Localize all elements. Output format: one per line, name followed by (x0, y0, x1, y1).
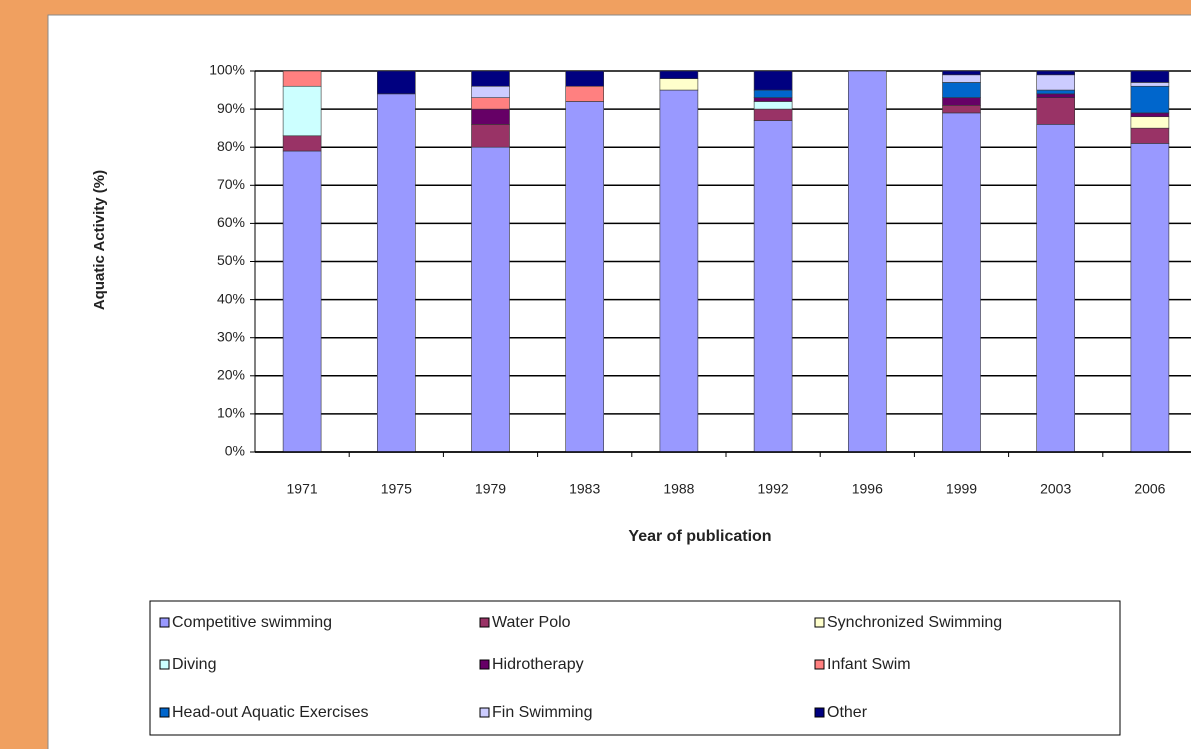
legend-swatch (814, 659, 825, 670)
x-tick-label: 1971 (287, 481, 318, 497)
bar-segment (565, 85, 605, 102)
bar-segment (1036, 70, 1075, 76)
x-tick-label: 1975 (381, 481, 412, 497)
legend-swatch (159, 707, 170, 718)
bar-segment (753, 101, 793, 110)
legend-swatch (479, 617, 490, 628)
x-tick-label: 1979 (475, 481, 506, 497)
legend-label: Head-out Aquatic Exercises (172, 704, 369, 721)
bar-segment (1036, 89, 1075, 95)
y-tick-label: 50% (217, 252, 245, 268)
legend-label: Hidrotherapy (492, 656, 584, 673)
legend-label: Synchronized Swimming (827, 614, 1002, 631)
bar-segment (753, 108, 793, 121)
bar-segment (565, 101, 605, 453)
bar-segment (942, 97, 981, 106)
bar-segment (753, 97, 793, 102)
bar-segment (376, 93, 416, 453)
x-tick-label: 2003 (1040, 481, 1071, 497)
bar-segment (1130, 143, 1170, 453)
bar-segment (1130, 85, 1170, 114)
legend-swatch (159, 659, 170, 670)
bar-segment (376, 70, 416, 95)
bar-segment (942, 70, 981, 76)
bar-segment (753, 70, 793, 91)
x-tick-label: 1992 (758, 481, 789, 497)
bar-segment (282, 150, 322, 453)
bar-segment (942, 74, 981, 83)
legend-swatch (159, 617, 170, 628)
bar-segment (753, 120, 793, 453)
bar-segment (471, 85, 510, 98)
legend-box (149, 600, 1121, 736)
bar-segment (1036, 93, 1075, 98)
bar-segment (659, 89, 699, 453)
bar-segment (659, 78, 699, 91)
x-tick-label: 2006 (1134, 481, 1165, 497)
y-tick-label: 30% (217, 328, 245, 344)
panel (47, 14, 1191, 749)
x-tick-label: 1983 (569, 481, 600, 497)
bar-segment (1130, 82, 1170, 87)
bar-segment (282, 85, 322, 137)
legend-swatch (814, 707, 825, 718)
y-tick-label: 90% (217, 100, 245, 116)
bar-segment (659, 70, 699, 79)
bar-segment (942, 112, 981, 453)
y-tick-label: 80% (217, 138, 245, 154)
bar-segment (847, 70, 887, 453)
bar-segment (1036, 97, 1075, 125)
y-tick-label: 10% (217, 405, 245, 421)
legend-swatch (479, 659, 490, 670)
bar-segment (471, 124, 510, 148)
bar-segment (942, 104, 981, 114)
bar-segment (1130, 116, 1170, 129)
legend-label: Infant Swim (827, 656, 911, 673)
bar-segment (1036, 74, 1075, 91)
legend-label: Other (827, 704, 868, 721)
bar-segment (471, 97, 510, 110)
bar-segment (471, 108, 510, 125)
legend-label: Fin Swimming (492, 704, 592, 721)
bar-segment (1130, 70, 1170, 83)
bar-segment (753, 89, 793, 98)
y-tick-label: 0% (225, 443, 245, 459)
legend-label: Diving (172, 656, 216, 673)
bar-segment (282, 135, 322, 152)
x-tick-label: 1999 (946, 481, 977, 497)
legend-label: Water Polo (492, 614, 571, 631)
x-axis-label: Year of publication (628, 528, 771, 545)
y-tick-label: 100% (209, 62, 245, 78)
bar-segment (282, 70, 322, 87)
bar-segment (471, 70, 510, 87)
legend-swatch (479, 707, 490, 718)
y-axis-label: Aquatic Activity (%) (91, 170, 108, 310)
y-tick-label: 60% (217, 214, 245, 230)
y-tick-label: 40% (217, 290, 245, 306)
bar-segment (1036, 124, 1075, 453)
bar-segment (1130, 127, 1170, 144)
bar-segment (565, 70, 605, 87)
x-tick-label: 1988 (663, 481, 694, 497)
bar-segment (942, 82, 981, 98)
x-tick-label: 1996 (852, 481, 883, 497)
legend-label: Competitive swimming (172, 614, 332, 631)
y-tick-label: 70% (217, 176, 245, 192)
legend-swatch (814, 617, 825, 628)
y-tick-label: 20% (217, 367, 245, 383)
bar-segment (471, 146, 510, 453)
bar-segment (1130, 112, 1170, 118)
